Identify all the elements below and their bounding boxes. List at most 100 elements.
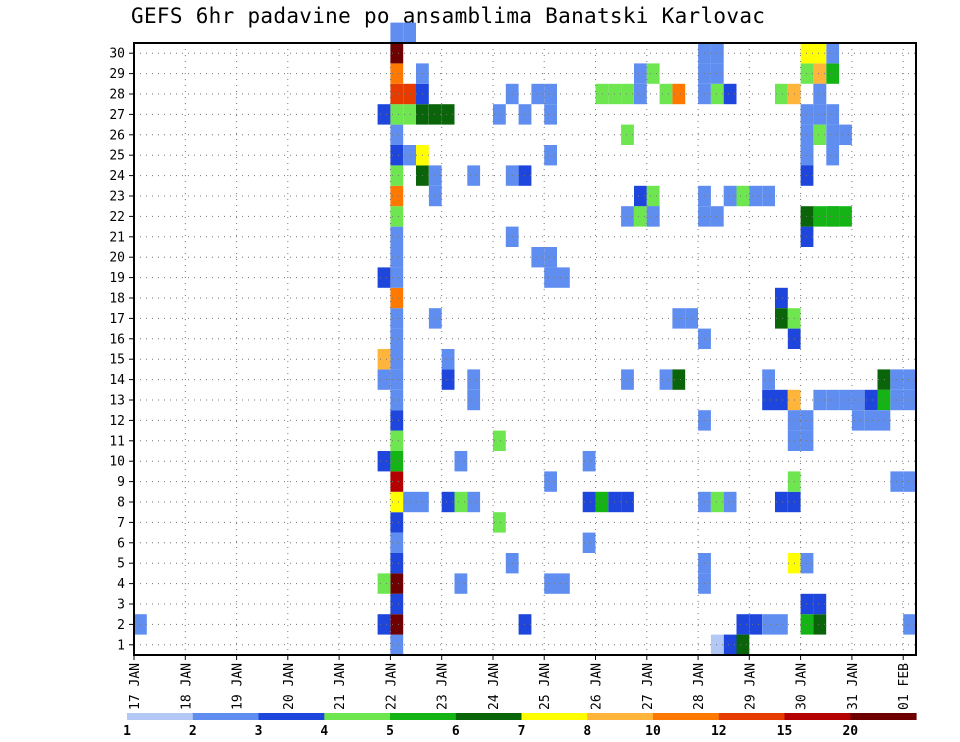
precip-cell (441, 491, 455, 513)
precip-cell (672, 83, 686, 105)
y-tick-label: 28 (109, 88, 125, 103)
precip-cell (826, 389, 840, 411)
legend-swatch (390, 713, 457, 720)
y-tick-label: 8 (117, 496, 125, 511)
precip-cell (710, 206, 724, 227)
precip-cell (864, 389, 878, 411)
precip-cell (390, 124, 404, 145)
precip-cell (428, 185, 442, 207)
legend-label: 5 (386, 724, 394, 739)
grid-layer (134, 43, 916, 655)
precip-cell (390, 328, 404, 349)
precip-cell (839, 124, 852, 145)
chart-title: GEFS 6hr padavine po ansamblima Banatski… (131, 4, 766, 28)
x-tick-label: 19 JAN (231, 663, 246, 710)
y-tick-label: 27 (109, 108, 125, 123)
color-legend: 1 2 3 4 5 6 7 8 10 12 15 20 (123, 713, 917, 739)
precip-cell (813, 104, 827, 125)
precip-cell (582, 451, 596, 472)
precip-cell (723, 491, 737, 513)
precip-cell (390, 471, 404, 492)
precip-cell (826, 43, 840, 64)
precip-cell (377, 573, 391, 594)
x-tick-label: 31 JAN (846, 663, 861, 710)
y-tick-label: 30 (109, 47, 125, 62)
precip-cell (403, 491, 416, 513)
y-tick-label: 13 (109, 394, 125, 409)
precip-cell (390, 63, 404, 84)
precip-cell (621, 124, 634, 145)
precip-cell (428, 308, 442, 329)
precip-cell (710, 634, 724, 655)
precip-cell (544, 573, 557, 594)
y-tick-label: 18 (109, 292, 125, 307)
precip-cell (736, 185, 750, 207)
precip-cell (813, 124, 827, 145)
legend-swatch (784, 713, 851, 720)
x-tick-label: 26 JAN (590, 663, 605, 710)
precip-cell (390, 389, 404, 411)
precip-cell (723, 185, 737, 207)
x-tick-label: 17 JAN (128, 663, 143, 710)
precip-cell (839, 389, 852, 411)
precip-cell (877, 410, 891, 431)
legend-label: 4 (320, 724, 328, 739)
x-tick-label: 30 JAN (795, 663, 810, 710)
precip-cell (403, 83, 416, 105)
precip-cell (826, 63, 840, 84)
precip-cell (621, 83, 634, 105)
y-tick-label: 7 (117, 516, 125, 531)
precip-cell (544, 145, 557, 166)
precip-cell (813, 614, 827, 635)
x-tick-label: 20 JAN (282, 663, 297, 710)
precip-cell (672, 308, 686, 329)
y-tick-label: 5 (117, 557, 125, 572)
precip-cell (685, 308, 698, 329)
y-tick-label: 22 (109, 210, 125, 225)
precip-cell (454, 491, 468, 513)
precip-cell (390, 430, 404, 451)
legend-swatch (587, 713, 654, 720)
precip-cell (582, 491, 596, 513)
precip-cell (531, 83, 545, 105)
precip-cell (544, 247, 557, 268)
precip-cell (775, 614, 788, 635)
legend-label: 7 (518, 724, 526, 739)
precip-cell (621, 491, 634, 513)
y-tick-label: 6 (117, 536, 125, 551)
y-tick-label: 10 (109, 455, 125, 470)
precip-cell (775, 491, 788, 513)
precip-cell (390, 491, 404, 513)
precip-cell (544, 267, 557, 288)
precip-cell (762, 369, 775, 390)
precip-cell (762, 185, 775, 207)
precip-cell (723, 634, 737, 655)
precip-cell (775, 83, 788, 105)
precip-cell (390, 451, 404, 472)
precip-cell (390, 349, 404, 370)
precip-cell (377, 451, 391, 472)
precip-cell (493, 430, 506, 451)
precip-cell (467, 369, 481, 390)
precip-cell (634, 185, 647, 207)
precip-cell (377, 369, 391, 390)
precip-cell (403, 145, 416, 166)
y-tick-label: 3 (117, 598, 125, 613)
precip-cell (390, 512, 404, 533)
precip-cell (775, 287, 788, 309)
precip-cell (826, 104, 840, 125)
precip-cell (839, 206, 852, 227)
y-tick-label: 4 (117, 577, 125, 592)
y-tick-label: 21 (109, 230, 125, 245)
precip-cell (377, 267, 391, 288)
x-tick-label: 27 JAN (641, 663, 656, 710)
legend-swatch (455, 713, 523, 720)
precip-cell (903, 471, 916, 492)
precip-cell (390, 226, 404, 247)
y-tick-label: 17 (109, 312, 125, 327)
precip-cell (736, 634, 750, 655)
precip-cell (813, 389, 827, 411)
precip-cell (403, 22, 416, 43)
legend-swatch (718, 713, 786, 720)
precip-cell (454, 573, 468, 594)
